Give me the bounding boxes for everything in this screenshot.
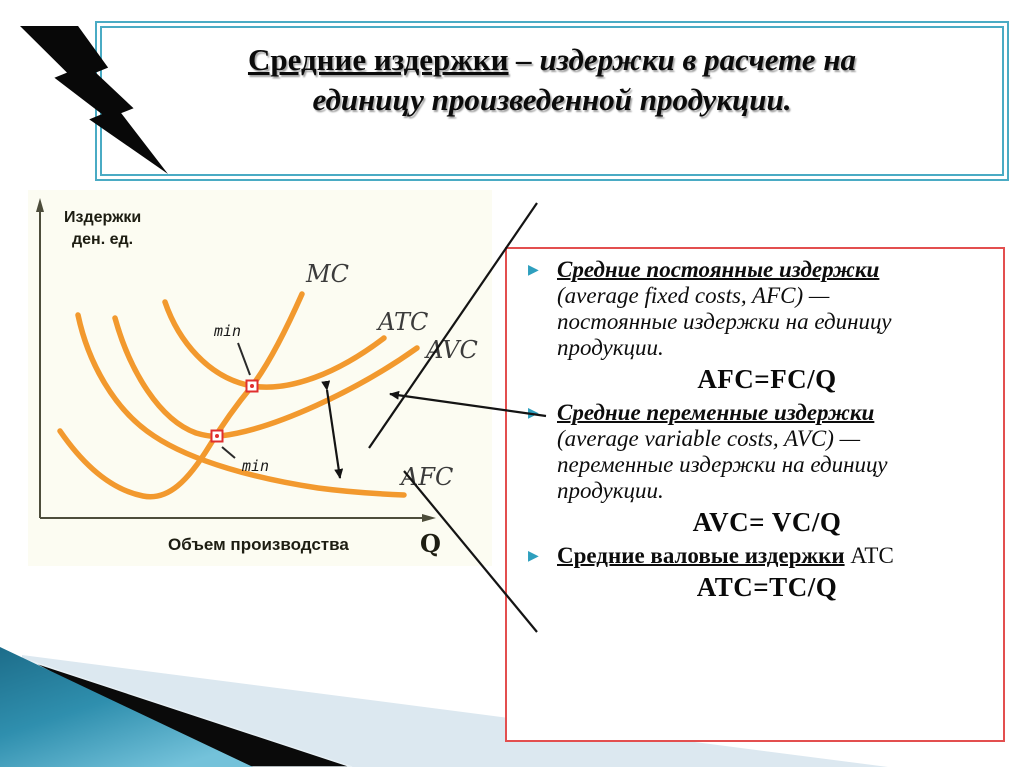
definition-heading: Средние валовые издержки [557,543,845,568]
afc-curve [75,312,407,498]
title-line1-italic-text: – издержки в расчете на [508,42,857,77]
definition-formula: AFC=FC/Q [697,364,837,394]
min-pointer-1 [237,342,251,376]
title-line-2: единицу произведенной продукции. [312,81,792,117]
chart-canvas: Издержки ден. ед. Объем производства Q m… [36,198,478,558]
title-underlined-text: Средние издержки [247,42,509,77]
title-line-1: Средние издержки – издержки в расчете на [97,40,1007,80]
lightning-bolt-icon [20,26,168,174]
min-marker-1 [245,379,259,393]
mc-curve [57,291,305,500]
x-axis-label: Объем производства [168,535,349,554]
bullet-icon: ▶ [528,548,539,564]
bullet-icon: ▶ [528,405,539,421]
definition-heading-suffix: ATC [844,543,894,568]
y-axis-label-line2: ден. ед. [72,231,133,248]
bullet-icon: ▶ [528,262,539,278]
min-label-1: min [213,322,241,340]
x-axis-arrowhead [422,514,436,522]
mc-label: MC [305,260,349,288]
definition-formula: ATC=TC/Q [696,572,838,602]
definition-body: (average variable costs, AVC) — переменн… [557,426,888,503]
definition-body: (average fixed costs, AFC) — постоянные … [557,283,892,360]
avc-label: AVC [424,336,478,364]
title-box: Средние издержки – издержки в расчете на… [95,21,1009,181]
definition-item-avc: ▶ Средние переменные издержки (average v… [507,400,1003,539]
teal-triangle [0,647,253,767]
y-axis-label-line1: Издержки [64,209,141,226]
lightning-bolt-shape [20,26,168,174]
cost-curves-chart: Издержки ден. ед. Объем производства Q m… [28,190,492,566]
x-axis-symbol: Q [420,529,441,558]
min-label-2: min [241,457,269,475]
definitions-box: ▶ Средние постоянные издержки (average f… [505,247,1005,742]
definition-heading: Средние постоянные издержки [557,257,880,282]
afc-label: AFC [399,463,453,491]
atc-curve [162,299,387,390]
min-pointer-2 [221,446,236,459]
y-axis-arrowhead [36,198,44,212]
avc-curve [112,315,420,440]
min-marker-2 [210,429,224,443]
definition-formula: AVC= VC/Q [692,507,842,537]
atc-label: ATC [376,308,428,336]
definition-heading: Средние переменные издержки [557,400,875,425]
definition-item-afc: ▶ Средние постоянные издержки (average f… [507,257,1003,396]
definition-item-atc: ▶ Средние валовые издержки ATC ATC=TC/Q [507,543,1003,604]
